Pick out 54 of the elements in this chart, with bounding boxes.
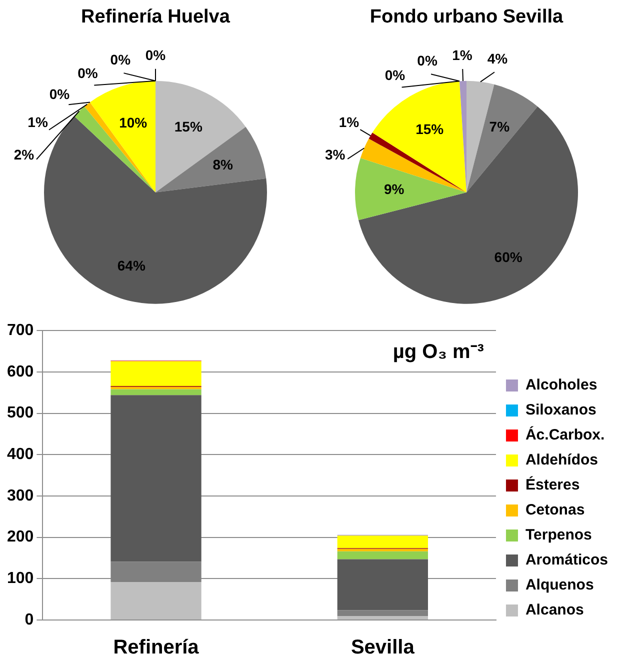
data-label: 15%: [174, 118, 203, 135]
data-label: 10%: [119, 114, 148, 130]
y-tick-label: 200: [6, 528, 34, 546]
legend-label: Ésteres: [525, 476, 580, 494]
data-label: 2%: [14, 146, 35, 163]
text: 0%: [384, 66, 406, 83]
y-tick-label: 500: [6, 404, 34, 422]
bar: [337, 548, 428, 552]
data-label: 8%: [212, 156, 234, 173]
legend-label: Siloxanos: [525, 402, 596, 419]
text: 0%: [78, 64, 98, 81]
y-tick-label: 700: [6, 322, 34, 340]
text: 0%: [417, 52, 438, 69]
bar: [337, 610, 428, 616]
bar: [110, 361, 202, 386]
y-tick-label: 100: [6, 570, 34, 588]
data-label: 60%: [494, 249, 523, 266]
y-tick-label: 300: [6, 487, 34, 504]
text: 0%: [49, 86, 70, 102]
bar: [337, 616, 428, 620]
data-label: 1%: [338, 114, 360, 130]
data-label: 3%: [324, 146, 346, 162]
data-label: 64%: [117, 257, 146, 274]
bar: [110, 389, 202, 396]
x-tick-label: Refinería: [113, 636, 200, 659]
text: 0%: [145, 46, 166, 63]
bar: [110, 395, 202, 562]
x-tick-label: Sevilla: [350, 636, 416, 659]
legend-label: Alquenos: [525, 576, 594, 594]
data-label: 9%: [384, 180, 405, 197]
legend-label: Aldehídos: [525, 452, 598, 469]
data-label: 4%: [487, 50, 508, 66]
y-tick-label: 400: [6, 446, 34, 464]
legend-label: Ác.Carbox.: [525, 426, 605, 444]
bar: [337, 559, 428, 610]
legend-label: Alcoholes: [525, 376, 598, 394]
legend-label: Cetonas: [525, 502, 585, 519]
annotation: µg O₃ m⁻³: [392, 341, 484, 364]
data-label: 1%: [28, 114, 48, 130]
bar: [110, 386, 202, 390]
bar: [337, 536, 428, 548]
legend-label: Terpenos: [525, 526, 592, 544]
text: 0%: [110, 51, 131, 68]
legend-label: Alcanos: [525, 602, 584, 619]
y-tick-label: 0: [24, 611, 34, 628]
data-label: 15%: [416, 120, 444, 137]
data-label: 7%: [489, 118, 510, 135]
chart-title: Fondo urbano Sevilla: [370, 6, 564, 28]
y-tick-label: 600: [6, 363, 34, 380]
bar: [110, 582, 202, 620]
data-label: 1%: [452, 46, 473, 63]
chart-title: Refinería Huelva: [81, 6, 230, 28]
legend-label: Aromáticos: [525, 552, 608, 569]
bar: [337, 551, 428, 560]
